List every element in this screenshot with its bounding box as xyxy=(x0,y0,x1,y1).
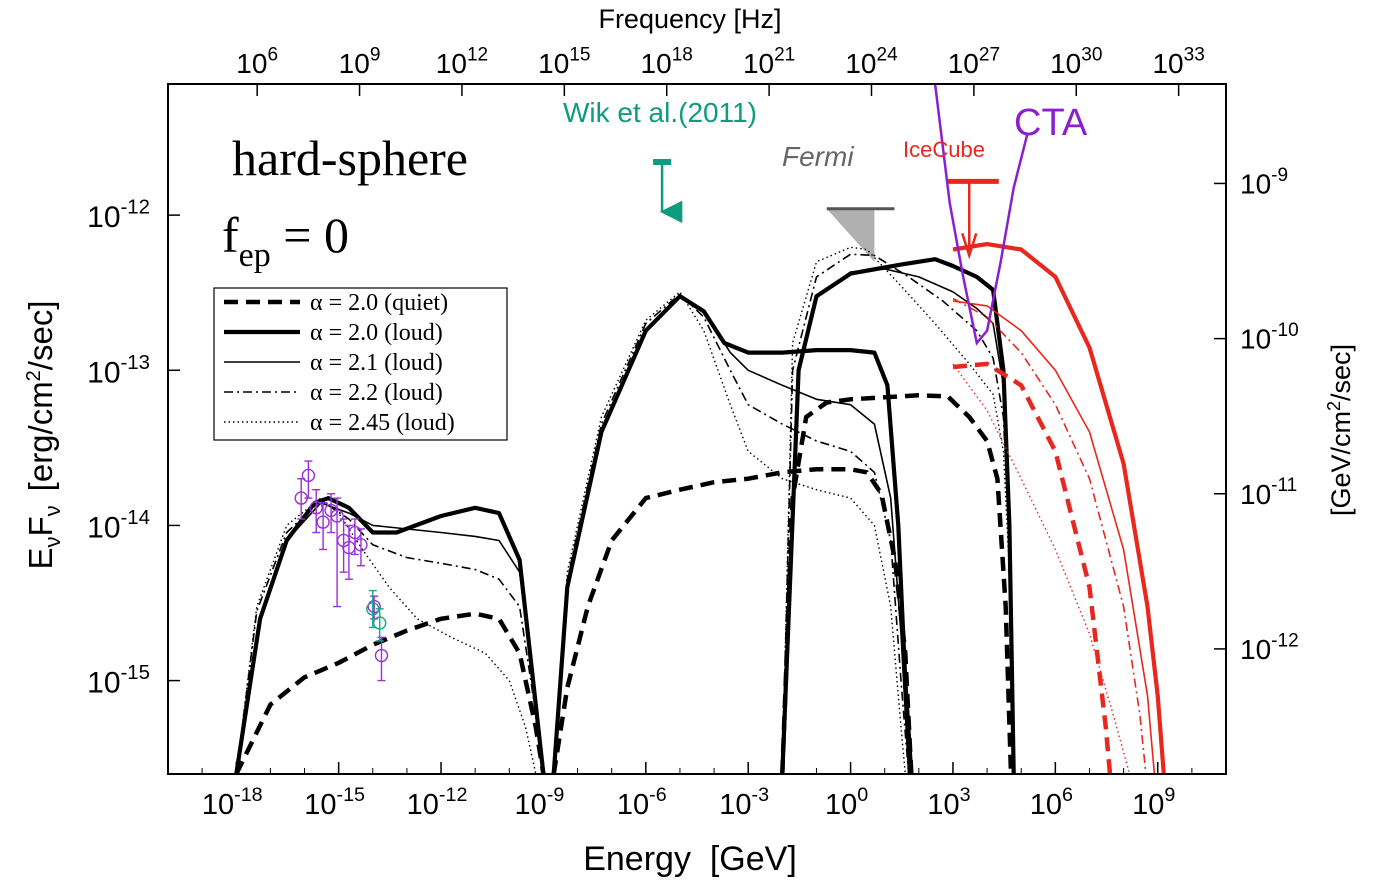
top-axis-ticks: 106 109 1012 1015 1018 1021 1024 1027 1030 1033 xyxy=(236,44,1205,96)
model-curves xyxy=(234,84,1166,774)
top-tick-label: 1015 xyxy=(538,44,590,79)
icecube-limit-arrowhead xyxy=(961,233,978,260)
data-point xyxy=(316,515,330,529)
neutrino-dashdot-curve xyxy=(952,297,1147,774)
right-tick-label: 10-10 xyxy=(1240,320,1299,355)
cta-label: CTA xyxy=(1014,102,1088,144)
right-axis-label: [GeV/cm2/sec] xyxy=(1324,344,1356,516)
top-tick-label: 1027 xyxy=(948,44,1000,79)
legend-box xyxy=(213,287,508,441)
svg-text:EνFν[erg/cm2/sec]: EνFν[erg/cm2/sec] xyxy=(22,300,65,569)
data-point xyxy=(367,599,381,614)
x-tick-label: 103 xyxy=(927,784,970,821)
y-tick-label: 10-14 xyxy=(87,507,150,545)
y-axis-ticks: 10-12 10-13 10-14 10-15 xyxy=(87,197,180,700)
data-point xyxy=(354,538,368,552)
upper-limits xyxy=(653,158,999,260)
top-tick-label: 1012 xyxy=(436,44,488,79)
x-tick-label: 10-6 xyxy=(617,784,667,821)
data-point xyxy=(330,509,344,523)
photon-dashed-thick-curve xyxy=(780,393,1014,774)
x-tick-label: 10-9 xyxy=(515,784,565,821)
photon-solid-thin-curve xyxy=(235,502,545,774)
svg-text:[GeV/cm2/sec]: [GeV/cm2/sec] xyxy=(1324,344,1356,516)
fermi-triangle xyxy=(826,208,875,262)
photon-dashed-thick-curve xyxy=(234,611,546,774)
legend: α = 2.0 (quiet) α = 2.0 (loud) α = 2.1 (lo… xyxy=(213,287,508,441)
right-tick-label: 10-11 xyxy=(1240,475,1297,510)
right-tick-label: 10-12 xyxy=(1240,630,1299,665)
model-label: hard-sphere xyxy=(232,130,468,186)
x-axis-label: Energy [GeV] xyxy=(583,840,797,878)
photon-dashed-thick-curve xyxy=(551,467,914,774)
y-tick-label: 10-12 xyxy=(87,197,150,235)
plot-frame xyxy=(167,83,1227,775)
y-tick-label: 10-13 xyxy=(87,352,150,390)
x-tick-label: 106 xyxy=(1030,784,1073,821)
photon-dashdot-curve xyxy=(781,253,1015,774)
top-tick-label: 1033 xyxy=(1152,44,1204,79)
x-tick-label: 10-15 xyxy=(304,784,365,821)
fermi-label: Fermi xyxy=(782,141,854,172)
legend-label: α = 2.0 (quiet) xyxy=(310,290,448,316)
x-tick-label: 10-12 xyxy=(407,784,468,821)
legend-label: α = 2.2 (loud) xyxy=(310,380,443,406)
neutrino-dotted-curve xyxy=(952,363,1131,774)
x-tick-label: 109 xyxy=(1132,784,1175,821)
x-tick-label: 100 xyxy=(825,784,868,821)
y-axis-label: EνFν[erg/cm2/sec] xyxy=(22,300,65,569)
cta-sensitivity-curve xyxy=(933,84,1029,346)
legend-label: α = 2.45 (loud) xyxy=(310,410,455,436)
fep-label: fep = 0 xyxy=(222,207,349,274)
data-point xyxy=(374,648,389,663)
top-tick-label: 106 xyxy=(236,44,278,79)
data-point xyxy=(373,616,387,630)
right-tick-label: 10-9 xyxy=(1240,165,1288,200)
x-axis-ticks: 10-18 10-15 10-12 10-9 10-6 10-3 100 103 106 109 xyxy=(201,762,1193,821)
x-tick-label: 10-3 xyxy=(719,784,769,821)
photon-dotted-curve xyxy=(781,246,1015,774)
y-tick-label: 10-15 xyxy=(87,662,150,700)
photon-dashdot-curve xyxy=(552,293,910,774)
photon-solid-thin-curve xyxy=(552,295,910,774)
neutrino-solid-thin-curve xyxy=(952,300,1156,774)
data-point xyxy=(309,501,323,515)
legend-label: α = 2.1 (loud) xyxy=(310,350,443,376)
x-tick-label: 10-18 xyxy=(202,784,263,821)
top-tick-label: 1024 xyxy=(845,44,898,79)
fermi-limit xyxy=(826,207,895,262)
neutrino-dashed-thick-curve xyxy=(952,361,1113,774)
top-tick-label: 1018 xyxy=(641,44,693,79)
top-tick-label: 109 xyxy=(339,44,381,79)
wik-label: Wik et al.(2011) xyxy=(563,97,757,128)
neutrino-solid-thick-curve xyxy=(952,242,1166,774)
photon-dotted-curve xyxy=(553,291,906,774)
photon-dashdot-curve xyxy=(235,499,545,774)
icecube-label: IceCube xyxy=(903,137,985,162)
photon-solid-thin-curve xyxy=(781,268,1015,774)
data-points xyxy=(294,460,389,682)
photon-solid-thick-curve xyxy=(551,294,914,774)
right-axis-ticks: 10-9 10-10 10-11 10-12 xyxy=(1214,165,1299,665)
top-tick-label: 1030 xyxy=(1050,44,1102,79)
top-axis-label: Frequency [Hz] xyxy=(598,4,781,34)
legend-label: α = 2.0 (loud) xyxy=(310,320,443,346)
data-point xyxy=(301,468,316,483)
top-tick-label: 1021 xyxy=(743,44,795,79)
